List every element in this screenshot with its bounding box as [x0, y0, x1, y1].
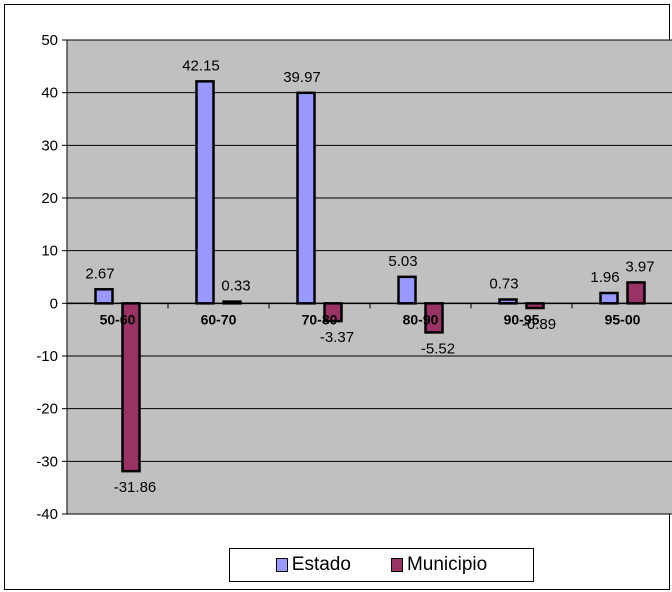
bar-estado [94, 288, 114, 305]
data-labels: 2.67 -31.86 42.15 0.33 39.97 -3.37 5.03 -5.52 0.… [85, 57, 654, 496]
data-label-estado: 0.73 [489, 275, 518, 292]
y-tick-label: -30 [36, 453, 58, 470]
y-tick-label: 40 [41, 85, 58, 102]
data-label-estado: 2.67 [85, 265, 114, 282]
data-label-estado: 42.15 [182, 57, 220, 74]
data-label-estado: 1.96 [590, 269, 619, 286]
bar-estado [296, 91, 316, 305]
y-tick-label: -20 [36, 401, 58, 418]
x-tick-label: 95-00 [605, 311, 641, 327]
x-axis: 50-60 60-70 70-80 80-90 90-95 95-00 [67, 302, 672, 327]
x-tick-label: 90-95 [504, 311, 540, 327]
y-tick-label: 50 [41, 32, 58, 49]
data-label-municipio: -0.89 [522, 316, 556, 333]
legend-item-estado: Estado [275, 554, 351, 576]
x-tick-label: 50-60 [100, 311, 136, 327]
y-tick-label: -10 [36, 348, 58, 365]
bar-estado [599, 291, 619, 305]
bar-estado [397, 275, 417, 305]
x-tick-label: 60-70 [201, 311, 237, 327]
legend: Estado Municipio [229, 548, 534, 582]
legend-swatch-estado [275, 558, 288, 572]
data-label-municipio: 3.97 [625, 258, 654, 275]
legend-label-estado: Estado [291, 554, 351, 575]
data-label-estado: 5.03 [388, 253, 417, 270]
data-label-municipio: -3.37 [320, 329, 354, 346]
y-axis: 50 40 30 20 10 0 -10 -20 -30 -40 [36, 32, 68, 523]
legend-swatch-municipio [390, 558, 403, 572]
data-label-municipio: -31.86 [114, 479, 157, 496]
data-label-municipio: 0.33 [221, 278, 250, 295]
bar-estado [195, 80, 215, 305]
y-tick-label: -40 [36, 506, 58, 523]
legend-label-municipio: Municipio [406, 554, 488, 575]
y-tick-label: 0 [50, 295, 58, 312]
y-tick-label: 10 [41, 243, 58, 260]
data-label-municipio: -5.52 [421, 340, 455, 357]
x-tick-label: 80-90 [403, 311, 439, 327]
legend-item-municipio: Municipio [390, 554, 488, 576]
bar-municipio [121, 302, 141, 473]
plot-area [67, 40, 672, 514]
data-label-estado: 39.97 [283, 69, 321, 86]
y-tick-label: 20 [41, 190, 58, 207]
bar-municipio [626, 281, 646, 305]
y-tick-label: 30 [41, 137, 58, 154]
x-tick-label: 70-80 [302, 311, 338, 327]
